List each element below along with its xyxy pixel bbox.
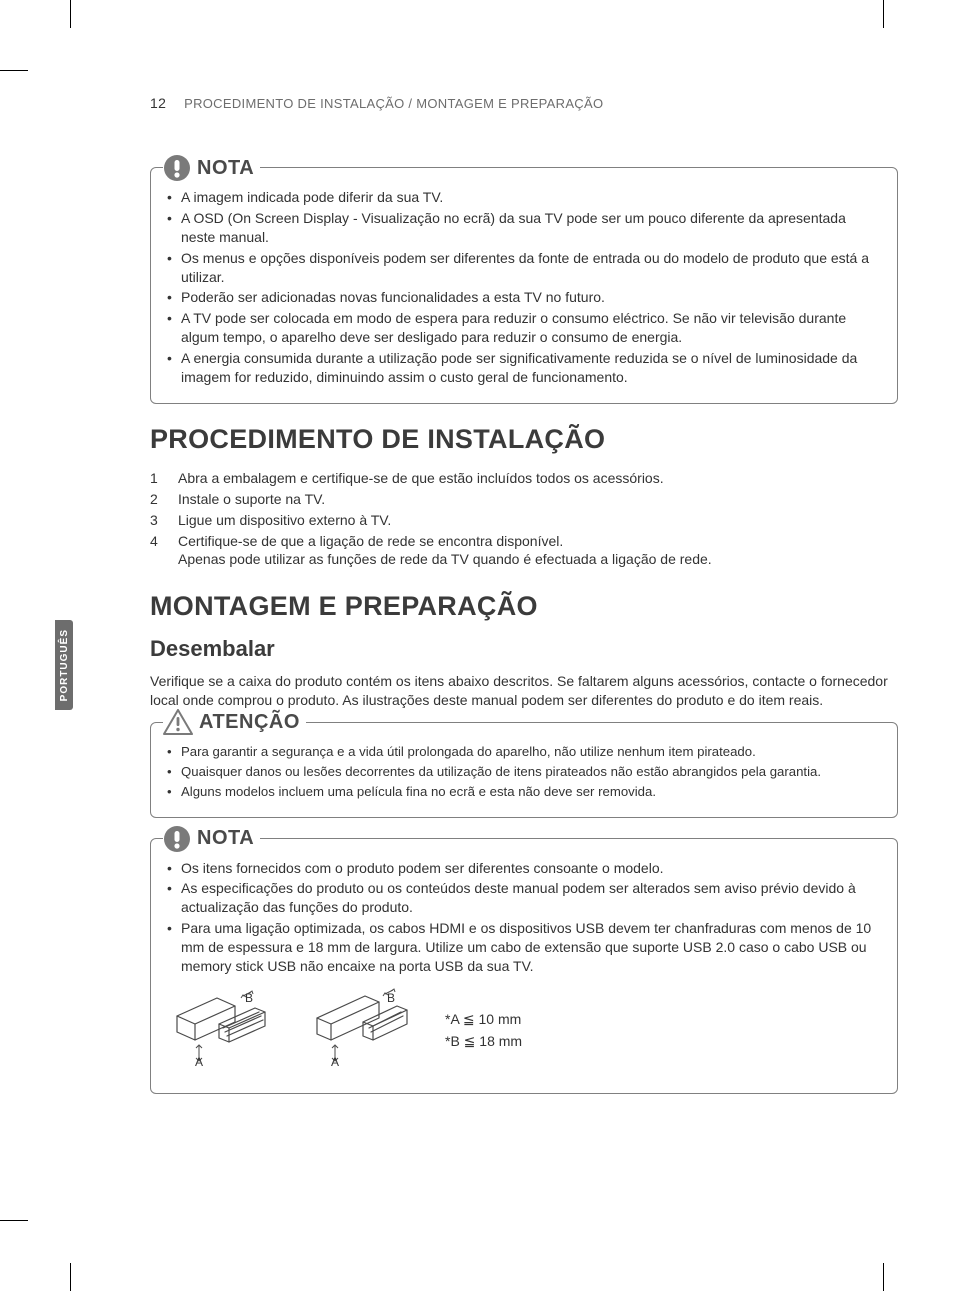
page-number: 12 [150,95,166,111]
label-a: A [331,1055,339,1068]
running-head: 12 PROCEDIMENTO DE INSTALAÇÃO / MONTAGEM… [150,95,898,111]
desembalar-paragraph: Verifique se a caixa do produto contém o… [150,672,898,710]
running-head-text: PROCEDIMENTO DE INSTALAÇÃO / MONTAGEM E … [184,96,603,111]
note-item: Poderão ser adicionadas novas funcionali… [165,288,883,307]
caution-title-row: ATENÇÃO [163,709,306,735]
heading-procedimento: PROCEDIMENTO DE INSTALAÇÃO [150,424,898,455]
note-item: Os menus e opções disponíveis podem ser … [165,249,883,287]
label-b: B [245,991,253,1005]
procedure-step: 1 Abra a embalagem e certifique-se de que… [150,469,898,488]
step-num: 2 [150,490,164,509]
label-b: B [387,991,395,1005]
step-num: 4 [150,532,164,570]
label-a: A [195,1055,203,1068]
note-title-row: NOTA [163,154,260,182]
caution-box: ATENÇÃO Para garantir a segurança e a vi… [150,722,898,817]
spec-b: *B ≦ 18 mm [445,1030,522,1052]
note-title-row: NOTA [163,825,260,853]
step-num: 3 [150,511,164,530]
info-icon [163,825,191,853]
step-text: Instale o suporte na TV. [178,490,325,509]
procedure-step: 3 Ligue um dispositivo externo à TV. [150,511,898,530]
note-item: A energia consumida durante a utilização… [165,349,883,387]
caution-title: ATENÇÃO [199,711,300,734]
heading-montagem: MONTAGEM E PREPARAÇÃO [150,591,898,622]
note-item: A OSD (On Screen Display - Visualização … [165,209,883,247]
caution-list: Para garantir a segurança e a vida útil … [165,743,883,800]
caution-item: Alguns modelos incluem uma película fina… [165,783,883,801]
note-item: A imagem indicada pode diferir da sua TV… [165,188,883,207]
caution-item: Quaisquer danos ou lesões decorrentes da… [165,763,883,781]
note-list-1: A imagem indicada pode diferir da sua TV… [165,188,883,387]
subheading-desembalar: Desembalar [150,636,898,662]
note-item: Os itens fornecidos com o produto podem … [165,859,883,878]
step-num: 1 [150,469,164,488]
step-text: Certifique-se de que a ligação de rede s… [178,532,712,570]
usb-connector-diagram: A B [307,988,417,1073]
spec-a: *A ≦ 10 mm [445,1008,522,1030]
warning-icon [163,709,193,735]
note-title: NOTA [197,157,254,180]
hdmi-connector-diagram: A B [169,988,279,1073]
procedure-step: 4 Certifique-se de que a ligação de rede … [150,532,898,570]
info-icon [163,154,191,182]
note-list-2: Os itens fornecidos com o produto podem … [165,859,883,976]
note-title: NOTA [197,827,254,850]
note-item: A TV pode ser colocada em modo de espera… [165,309,883,347]
procedure-list: 1 Abra a embalagem e certifique-se de que… [150,469,898,569]
language-tab: PORTUGUÊS [55,620,73,710]
note-box-2: NOTA Os itens fornecidos com o produto p… [150,838,898,1094]
note-item: As especificações do produto ou os conte… [165,879,883,917]
connector-spec: *A ≦ 10 mm *B ≦ 18 mm [445,1008,522,1053]
language-tab-label: PORTUGUÊS [59,629,70,701]
step-text: Ligue um dispositivo externo à TV. [178,511,391,530]
step-text: Abra a embalagem e certifique-se de que … [178,469,664,488]
connector-diagram-row: A B [165,988,883,1073]
procedure-step: 2 Instale o suporte na TV. [150,490,898,509]
note-item: Para uma ligação optimizada, os cabos HD… [165,919,883,976]
note-box-1: NOTA A imagem indicada pode diferir da s… [150,167,898,404]
caution-item: Para garantir a segurança e a vida útil … [165,743,883,761]
